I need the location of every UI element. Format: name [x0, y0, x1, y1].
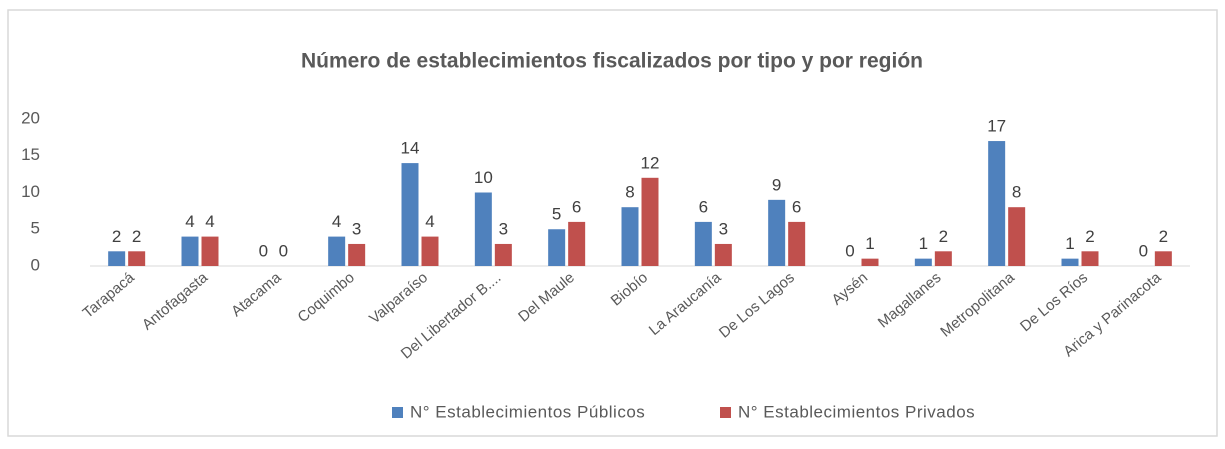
bar: [861, 258, 879, 266]
bar: [108, 251, 126, 266]
data-label: 4: [332, 212, 341, 231]
bar: [714, 243, 732, 266]
data-label: 0: [845, 241, 854, 260]
y-tick-label: 0: [31, 255, 40, 274]
data-label: 8: [625, 183, 634, 202]
data-label: 0: [1139, 241, 1148, 260]
bar: [621, 207, 639, 266]
bar: [328, 236, 346, 266]
bar: [568, 221, 586, 266]
y-tick-label: 10: [21, 182, 40, 201]
data-label: 6: [792, 197, 801, 216]
bar: [914, 258, 932, 266]
data-label: 6: [572, 197, 581, 216]
data-label: 3: [352, 219, 361, 238]
y-tick-label: 15: [21, 145, 40, 164]
bar: [1008, 207, 1026, 266]
chart-title: Número de establecimientos fiscalizados …: [301, 50, 923, 73]
bar: [421, 236, 439, 266]
data-label: 10: [474, 168, 493, 187]
data-label: 8: [1012, 183, 1021, 202]
data-label: 4: [185, 212, 194, 231]
data-label: 1: [1065, 234, 1074, 253]
legend-label: N° Establecimientos Privados: [738, 402, 975, 421]
data-label: 14: [401, 139, 420, 158]
data-label: 6: [699, 197, 708, 216]
data-label: 2: [1159, 227, 1168, 246]
bar: [201, 236, 219, 266]
bar: [694, 221, 712, 266]
data-label: 9: [772, 175, 781, 194]
legend-label: N° Establecimientos Públicos: [410, 402, 645, 421]
data-label: 1: [865, 234, 874, 253]
y-tick-label: 20: [21, 108, 40, 127]
data-label: 3: [719, 219, 728, 238]
bar: [788, 221, 806, 266]
bar: [401, 163, 419, 266]
data-label: 2: [112, 227, 121, 246]
bar: [128, 251, 146, 266]
data-label: 17: [987, 117, 1006, 136]
legend-swatch: [392, 407, 403, 418]
bar: [494, 243, 512, 266]
data-label: 2: [1085, 227, 1094, 246]
data-label: 2: [132, 227, 141, 246]
bar: [1061, 258, 1079, 266]
data-label: 2: [939, 227, 948, 246]
data-label: 1: [919, 234, 928, 253]
legend-swatch: [720, 407, 731, 418]
bar: [988, 141, 1006, 266]
bar: [1081, 251, 1099, 266]
data-label: 5: [552, 205, 561, 224]
y-tick-label: 5: [31, 219, 40, 238]
data-label: 3: [499, 219, 508, 238]
bar: [1154, 251, 1172, 266]
bar: [768, 199, 786, 266]
bar: [641, 177, 659, 266]
data-label: 4: [205, 212, 214, 231]
bar: [548, 229, 566, 266]
bar: [934, 251, 952, 266]
data-label: 0: [259, 241, 268, 260]
data-label: 4: [425, 212, 434, 231]
data-label: 12: [641, 153, 660, 172]
data-label: 0: [279, 241, 288, 260]
bar: [348, 243, 366, 266]
bar: [474, 192, 492, 266]
bar: [181, 236, 199, 266]
